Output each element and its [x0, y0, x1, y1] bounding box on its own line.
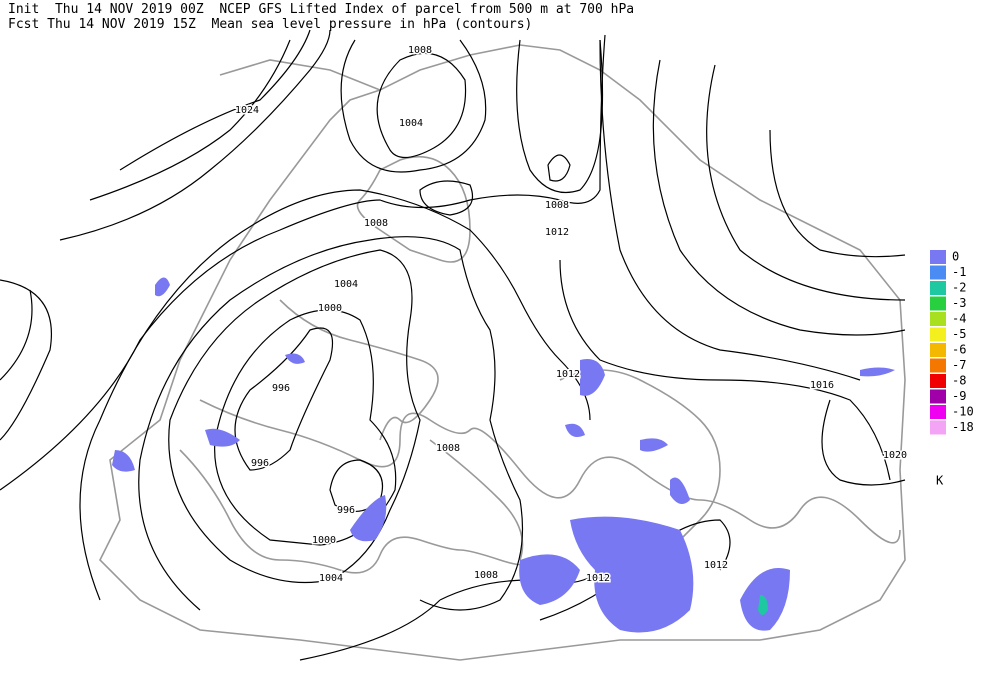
- contour-label: 1024: [235, 105, 259, 116]
- legend-swatch: [930, 327, 946, 342]
- legend-label: 0: [952, 250, 959, 264]
- legend-label: -4: [952, 312, 966, 326]
- legend-label: -18: [952, 420, 974, 434]
- legend-swatch: [930, 420, 946, 435]
- contour-label: 1008: [545, 200, 569, 211]
- legend-swatch: [930, 389, 946, 404]
- legend-swatch: [930, 312, 946, 326]
- legend-swatch: [930, 343, 946, 357]
- contour-label: 996: [272, 383, 290, 394]
- contour-label: 1004: [319, 573, 343, 584]
- legend-swatch: [930, 358, 946, 373]
- header-line: Init Thu 14 NOV 2019 00Z NCEP GFS Lifted…: [8, 2, 634, 17]
- legend-label: -9: [952, 389, 966, 403]
- legend-label: -2: [952, 281, 966, 295]
- legend-label: -6: [952, 343, 966, 357]
- contour-label: 1012: [556, 369, 580, 380]
- legend-swatch: [930, 250, 946, 264]
- legend-swatch: [930, 296, 946, 311]
- legend-unit: K: [936, 474, 944, 488]
- contour-label: 1020: [883, 450, 907, 461]
- contour-label: 1000: [318, 303, 342, 314]
- contour-label: 1008: [474, 570, 498, 581]
- contour-label: 996: [251, 458, 269, 469]
- header-line: Fcst Thu 14 NOV 2019 15Z Mean sea level …: [8, 17, 532, 32]
- contours: [0, 29, 906, 661]
- legend-label: -3: [952, 296, 966, 310]
- contour-label: 1004: [334, 279, 358, 290]
- contour-label: 1008: [436, 443, 460, 454]
- legend-label: -1: [952, 265, 966, 279]
- contour-label: 1008: [408, 45, 432, 56]
- contour-label: 1008: [364, 218, 388, 229]
- legend-label: -8: [952, 374, 966, 388]
- contour-label: 996: [337, 505, 355, 516]
- legend-swatch: [930, 374, 946, 388]
- contour-label: 1004: [399, 118, 423, 129]
- contour-label: 1000: [312, 535, 336, 546]
- contour-label: 1016: [810, 380, 834, 391]
- contour-labels: 1008 1024 1004 1008 1012 1008 1004 1000 …: [233, 44, 908, 586]
- lifted-index-shading: [112, 277, 895, 633]
- contour-label: 1012: [586, 573, 610, 584]
- contour-label: 1012: [545, 227, 569, 238]
- legend-swatch: [930, 265, 946, 280]
- legend-label: -7: [952, 358, 966, 372]
- legend-label: -10: [952, 405, 974, 419]
- legend-label: -5: [952, 327, 966, 341]
- legend-swatch: [930, 281, 946, 295]
- legend-swatch: [930, 405, 946, 419]
- contour-label: 1012: [704, 560, 728, 571]
